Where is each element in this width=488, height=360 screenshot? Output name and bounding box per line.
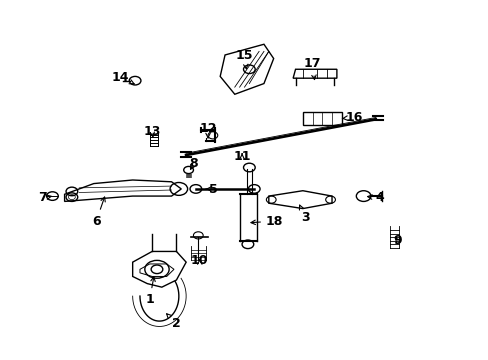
Text: 10: 10 bbox=[191, 254, 208, 267]
Text: 18: 18 bbox=[250, 215, 283, 228]
Text: 9: 9 bbox=[392, 234, 401, 247]
Text: 16: 16 bbox=[342, 111, 362, 124]
Text: 2: 2 bbox=[166, 314, 181, 330]
Text: 5: 5 bbox=[205, 183, 217, 195]
Text: 6: 6 bbox=[92, 197, 105, 228]
Text: 4: 4 bbox=[367, 192, 383, 204]
Text: 17: 17 bbox=[303, 58, 321, 80]
Text: 15: 15 bbox=[235, 49, 253, 69]
Text: 14: 14 bbox=[112, 71, 134, 84]
Text: 13: 13 bbox=[143, 125, 161, 138]
Text: 11: 11 bbox=[233, 150, 250, 163]
Text: 7: 7 bbox=[38, 192, 51, 204]
Text: 8: 8 bbox=[189, 157, 197, 171]
Text: 3: 3 bbox=[299, 205, 309, 224]
Text: 12: 12 bbox=[199, 122, 216, 138]
Text: 1: 1 bbox=[145, 277, 155, 306]
